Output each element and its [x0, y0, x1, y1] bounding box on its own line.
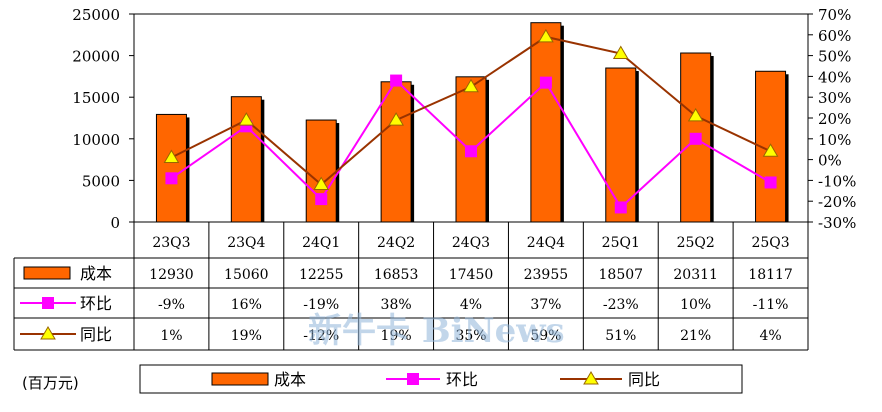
data-label: 4% — [759, 328, 781, 344]
bar-24Q1 — [305, 119, 337, 223]
table-key-square — [42, 297, 54, 309]
data-label: 17450 — [449, 267, 494, 283]
mom-point-24Q4 — [539, 76, 552, 89]
right-tick-label: 70% — [818, 6, 851, 24]
category-label: 24Q1 — [302, 235, 340, 251]
data-label: 4% — [460, 297, 482, 313]
mom-point-25Q1 — [614, 201, 627, 214]
data-label: 1% — [160, 328, 182, 344]
series-name: 成本 — [80, 264, 112, 283]
data-label: 16% — [231, 297, 262, 313]
series-name: 环比 — [80, 294, 112, 313]
yoy-point-24Q2 — [388, 112, 404, 126]
yoy-point-24Q1 — [313, 176, 330, 191]
mom-point-24Q3 — [465, 145, 477, 158]
data-label: 19% — [231, 328, 262, 344]
data-label: -11% — [753, 297, 789, 313]
table-key-bar — [23, 266, 71, 280]
data-label: 38% — [381, 297, 412, 313]
yoy-point-24Q4 — [538, 28, 554, 43]
data-label: 16853 — [374, 267, 419, 283]
yoy-point-23Q3 — [163, 149, 180, 164]
unit-note: (百万元) — [22, 374, 79, 392]
mom-point-23Q3 — [165, 172, 178, 185]
data-label: 51% — [605, 328, 636, 344]
bar-25Q1 — [605, 67, 637, 223]
data-label: 10% — [680, 297, 711, 313]
category-label: 24Q2 — [377, 235, 415, 251]
bar-24Q2 — [380, 81, 412, 223]
data-label: 21% — [680, 328, 711, 344]
mom-point-25Q3 — [764, 176, 777, 189]
yoy-point-25Q3 — [762, 143, 779, 157]
data-label: 18507 — [599, 267, 644, 283]
data-label: 23955 — [524, 267, 569, 283]
right-tick-label: 60% — [818, 27, 851, 45]
watermark-text: 新牛卡 BiNews — [308, 311, 565, 351]
data-label: 12255 — [299, 267, 344, 283]
data-label: 20311 — [673, 267, 718, 283]
table-key-triangle — [40, 326, 56, 340]
right-tick-label: 30% — [818, 89, 851, 107]
legend-key-square — [407, 373, 419, 385]
legend-key-triangle — [583, 371, 599, 385]
category-label: 23Q4 — [227, 235, 265, 251]
category-label: 24Q4 — [527, 235, 565, 251]
data-label: -23% — [603, 297, 639, 313]
category-label: 25Q1 — [602, 235, 640, 251]
legend-label: 同比 — [628, 370, 660, 389]
left-tick-label: 0 — [110, 214, 120, 232]
yoy-point-23Q4 — [238, 112, 255, 126]
data-label: 18117 — [748, 267, 793, 283]
left-tick-label: 25000 — [72, 6, 120, 24]
mom-point-25Q2 — [689, 132, 702, 145]
data-label: 37% — [530, 297, 561, 313]
data-label: 19% — [381, 328, 412, 344]
bar-24Q4 — [530, 22, 562, 223]
category-label: 23Q3 — [152, 235, 190, 251]
yoy-point-24Q3 — [463, 78, 479, 93]
left-tick-label: 5000 — [82, 172, 120, 190]
right-tick-label: 0% — [818, 152, 842, 170]
category-label: 24Q3 — [452, 235, 490, 251]
legend-label: 环比 — [446, 370, 478, 389]
legend-key-bar — [211, 372, 269, 386]
right-tick-label: 20% — [818, 110, 851, 128]
legend-label: 成本 — [274, 370, 306, 389]
mom-point-24Q1 — [315, 193, 328, 206]
yoy-point-25Q1 — [612, 45, 629, 60]
category-label: 25Q2 — [677, 235, 715, 251]
mom-point-24Q2 — [390, 74, 403, 87]
right-tick-label: -20% — [818, 193, 856, 211]
right-tick-label: 40% — [818, 68, 851, 86]
data-label: 12930 — [149, 267, 194, 283]
data-label: -12% — [303, 328, 339, 344]
right-tick-label: -10% — [818, 172, 856, 190]
bar-23Q3 — [155, 113, 187, 223]
data-label: -9% — [158, 297, 185, 313]
data-label: -19% — [303, 297, 339, 313]
series-name: 同比 — [80, 325, 112, 344]
left-tick-label: 20000 — [72, 48, 120, 66]
right-tick-label: 10% — [818, 131, 851, 149]
right-tick-label: -30% — [818, 214, 856, 232]
data-label: 35% — [455, 328, 486, 344]
data-label: 15060 — [224, 267, 269, 283]
right-tick-label: 50% — [818, 48, 851, 66]
left-tick-label: 10000 — [72, 131, 120, 149]
category-label: 25Q3 — [751, 235, 789, 251]
yoy-point-25Q2 — [687, 107, 704, 122]
left-tick-label: 15000 — [72, 89, 120, 107]
data-label: 59% — [530, 328, 561, 344]
